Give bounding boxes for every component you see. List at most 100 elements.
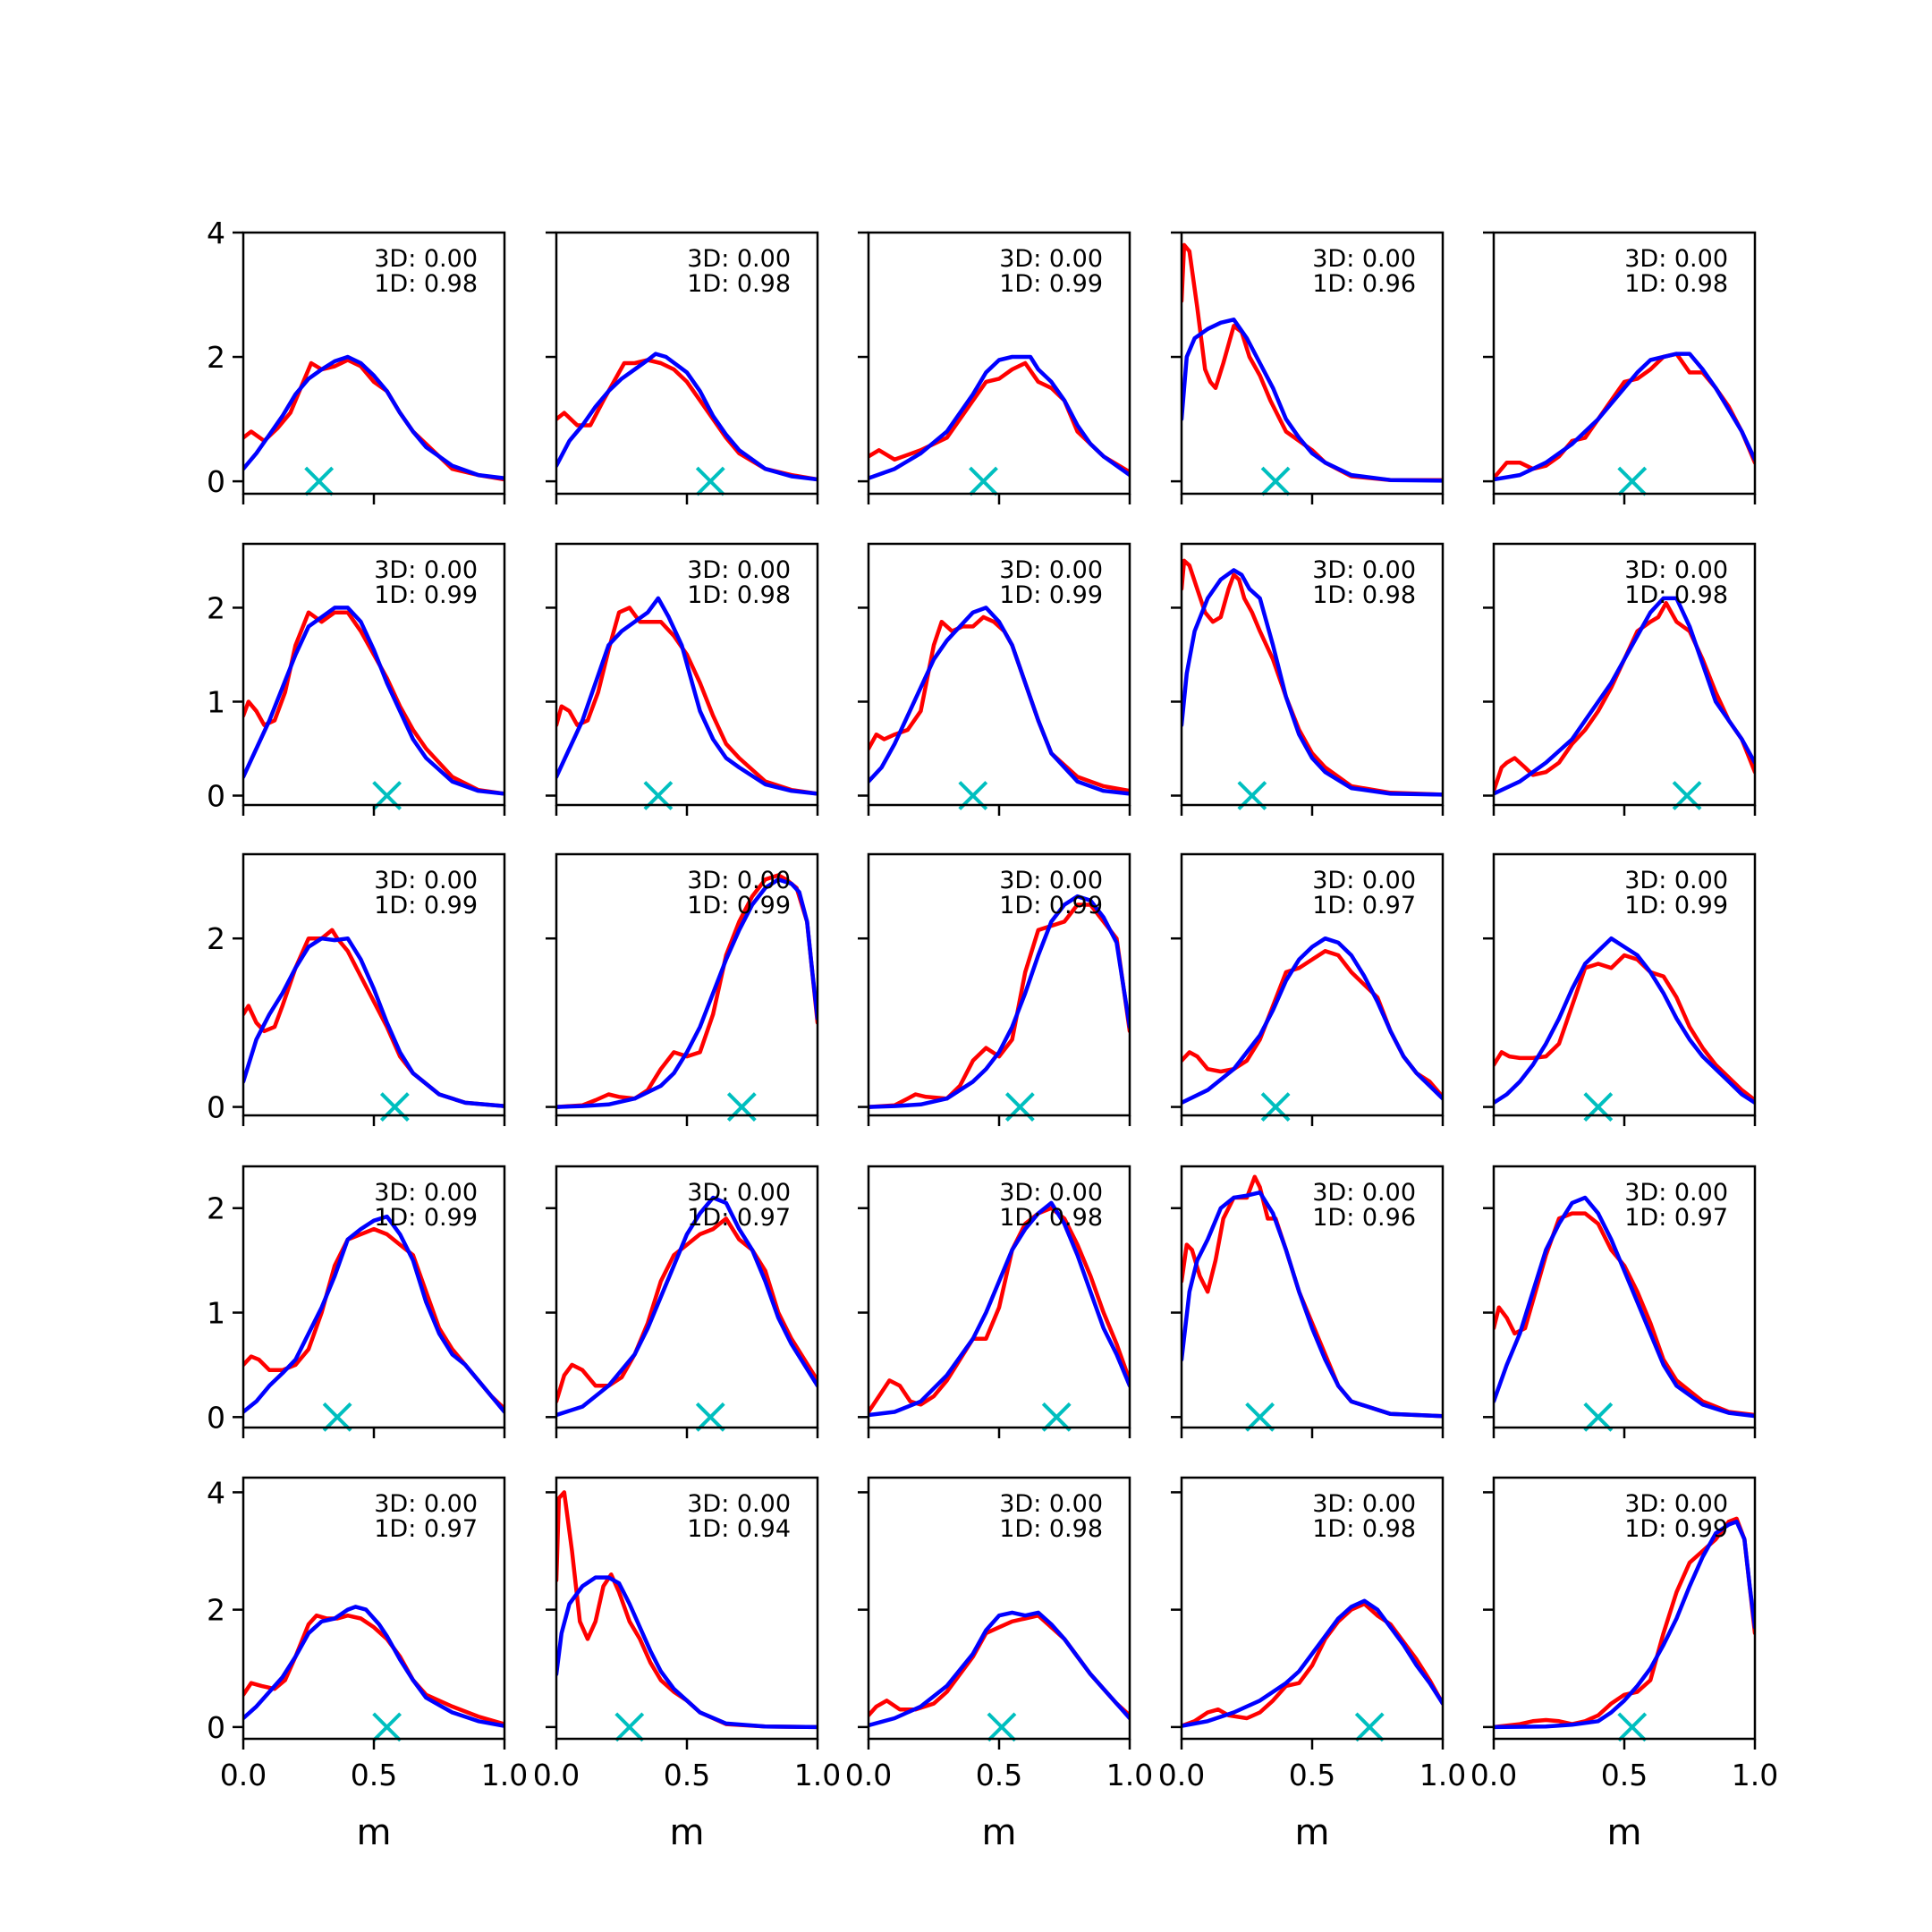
y-tick-label: 0	[207, 464, 225, 499]
y-tick-label: 0	[207, 778, 225, 813]
x-tick-label: 0.0	[845, 1758, 892, 1792]
x-marker	[1617, 1712, 1648, 1742]
x-tick-label: 0.0	[533, 1758, 580, 1792]
y-tick-label: 2	[207, 1593, 225, 1628]
red-curve	[243, 1226, 504, 1411]
x-marker	[1583, 1402, 1614, 1432]
annotation-1d: 1D: 0.98	[1312, 1515, 1416, 1543]
x-tick-label: 1.0	[1106, 1758, 1153, 1792]
annotation-1d: 1D: 0.96	[1312, 270, 1416, 298]
annotation-3d: 3D: 0.00	[374, 245, 478, 273]
annotation-1d: 1D: 0.98	[1624, 581, 1728, 609]
blue-curve	[869, 606, 1130, 796]
curves	[1182, 936, 1443, 1106]
x-marker	[1041, 1402, 1072, 1432]
annotation-3d: 3D: 0.00	[687, 1179, 791, 1207]
annotation-1d: 1D: 0.97	[687, 1204, 791, 1232]
blue-curve	[1494, 352, 1755, 482]
curves	[243, 928, 504, 1108]
blue-curve	[869, 1610, 1130, 1728]
annotation-1d: 1D: 0.94	[687, 1515, 791, 1543]
x-tick-label: 1.0	[1419, 1758, 1466, 1792]
annotation-1d: 1D: 0.99	[999, 892, 1103, 919]
curves	[1182, 1598, 1443, 1728]
blue-curve	[869, 894, 1130, 1109]
x-tick-label: 0.0	[1158, 1758, 1205, 1792]
annotation-3d: 3D: 0.00	[1624, 556, 1728, 584]
blue-curve	[1494, 936, 1755, 1106]
annotation-3d: 3D: 0.00	[999, 867, 1103, 894]
annotation-1d: 1D: 0.99	[1624, 892, 1728, 919]
curves	[243, 606, 504, 796]
annotation-3d: 3D: 0.00	[687, 1490, 791, 1518]
y-tick-label: 1	[207, 1296, 225, 1331]
curves	[1494, 1195, 1755, 1419]
blue-curve	[1494, 1195, 1755, 1419]
red-curve	[556, 873, 818, 1109]
annotation-1d: 1D: 0.99	[1624, 1515, 1728, 1543]
annotation-1d: 1D: 0.98	[999, 1515, 1103, 1543]
red-curve	[556, 1216, 818, 1404]
curves	[243, 1214, 504, 1414]
blue-curve	[556, 1575, 818, 1730]
red-curve	[1182, 949, 1443, 1099]
annotation-1d: 1D: 0.99	[374, 581, 478, 609]
annotation-3d: 3D: 0.00	[1624, 245, 1728, 273]
x-tick-label: 0.5	[351, 1758, 397, 1792]
curves	[1494, 596, 1755, 796]
x-tick-label: 1.0	[481, 1758, 528, 1792]
y-tick-label: 2	[207, 590, 225, 625]
annotation-1d: 1D: 0.98	[374, 270, 478, 298]
annotation-1d: 1D: 0.99	[999, 270, 1103, 298]
curves	[869, 606, 1130, 796]
blue-curve	[869, 1200, 1130, 1418]
y-tick-label: 4	[207, 216, 225, 250]
annotation-3d: 3D: 0.00	[374, 556, 478, 584]
annotation-1d: 1D: 0.97	[374, 1515, 478, 1543]
curves	[1182, 242, 1443, 483]
red-curve	[1182, 1601, 1443, 1728]
x-axis-label: m	[1295, 1812, 1330, 1853]
curves	[243, 1605, 504, 1728]
x-marker	[372, 1712, 402, 1742]
annotation-3d: 3D: 0.00	[1312, 1490, 1416, 1518]
x-marker	[695, 466, 725, 496]
red-curve	[869, 360, 1130, 474]
curves	[556, 1195, 818, 1418]
curves	[556, 352, 818, 482]
annotation-3d: 3D: 0.00	[374, 1490, 478, 1518]
red-curve	[556, 358, 818, 482]
red-curve	[869, 902, 1130, 1109]
red-curve	[243, 1613, 504, 1726]
x-tick-label: 0.5	[664, 1758, 710, 1792]
annotation-3d: 3D: 0.00	[1312, 1179, 1416, 1207]
blue-curve	[243, 354, 504, 480]
blue-curve	[243, 1214, 504, 1414]
annotation-1d: 1D: 0.98	[687, 581, 791, 609]
annotation-1d: 1D: 0.99	[374, 892, 478, 919]
annotation-1d: 1D: 0.97	[1624, 1204, 1728, 1232]
y-tick-label: 2	[207, 1191, 225, 1226]
annotation-1d: 1D: 0.99	[999, 581, 1103, 609]
y-tick-label: 0	[207, 1090, 225, 1125]
x-marker	[1354, 1712, 1385, 1742]
annotation-1d: 1D: 0.99	[687, 892, 791, 919]
annotation-3d: 3D: 0.00	[687, 245, 791, 273]
annotation-3d: 3D: 0.00	[374, 1179, 478, 1207]
annotation-1d: 1D: 0.98	[999, 1204, 1103, 1232]
